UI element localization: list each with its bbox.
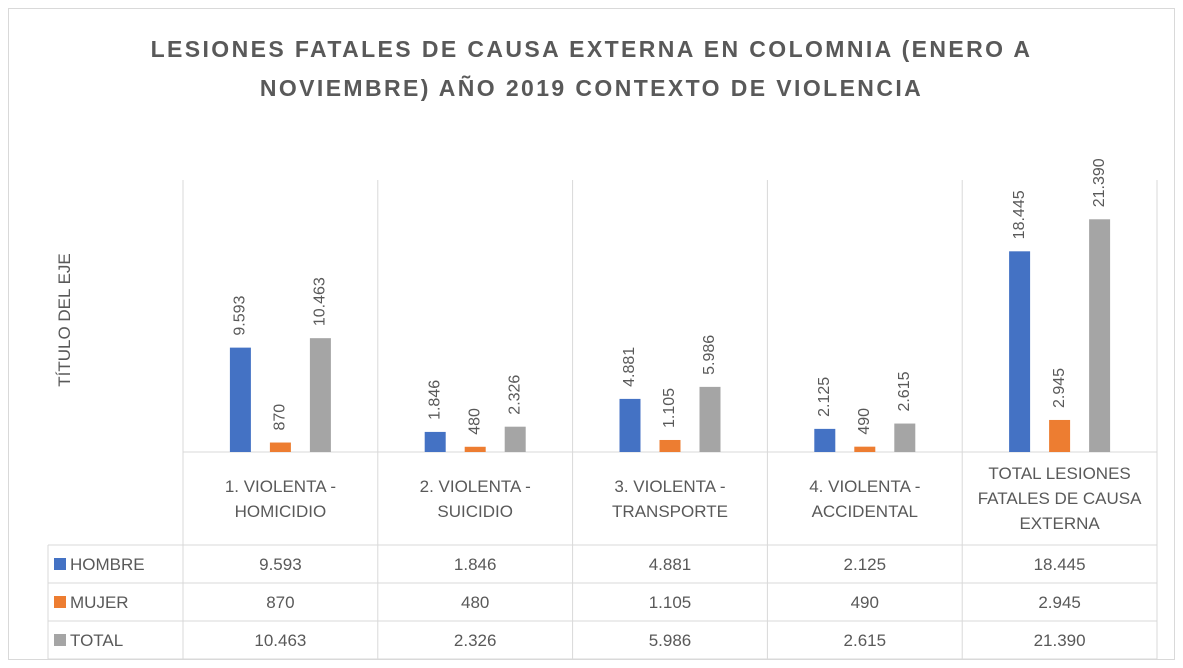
legend-label: MUJER <box>70 592 129 612</box>
bar <box>1009 251 1031 452</box>
table-cell: 1.846 <box>453 554 497 574</box>
table-cell: 490 <box>850 592 879 612</box>
table-cell: 18.445 <box>1033 554 1086 574</box>
bar <box>229 347 251 452</box>
data-label: 1.105 <box>661 388 678 428</box>
bar <box>504 426 526 452</box>
data-label: 5.986 <box>701 335 718 375</box>
category-label: 1. VIOLENTA - HOMICIDIO <box>224 476 336 521</box>
category-label: 2. VIOLENTA - SUICIDIO <box>419 476 531 521</box>
legend-label: HOMBRE <box>70 554 145 574</box>
data-label: 2.945 <box>1051 368 1068 408</box>
legend-key <box>54 596 66 608</box>
table-cell: 2.945 <box>1038 592 1081 612</box>
data-label: 490 <box>856 408 873 435</box>
bar <box>619 398 641 452</box>
y-axis-label: TÍTULO DEL EJE <box>55 253 74 387</box>
table-cell: 1.105 <box>648 592 692 612</box>
bar <box>309 338 331 452</box>
chart-title: LESIONES FATALES DE CAUSA EXTERNA EN COL… <box>150 36 1033 101</box>
data-label: 480 <box>466 408 483 435</box>
legend-label: TOTAL <box>70 630 124 650</box>
bar <box>894 423 916 452</box>
table-cell: 870 <box>266 592 295 612</box>
bar <box>699 386 721 452</box>
bar <box>854 446 876 452</box>
table-cell: 9.593 <box>259 554 302 574</box>
data-label: 10.463 <box>312 277 329 326</box>
data-label: 4.881 <box>621 347 638 387</box>
bar <box>464 446 486 452</box>
data-label: 21.390 <box>1091 158 1108 207</box>
data-label: 2.125 <box>816 377 833 417</box>
data-label: 2.326 <box>506 375 523 415</box>
legend-key <box>54 634 66 646</box>
category-label: 3. VIOLENTA - TRANSPORTE <box>612 476 728 521</box>
table-cell: 2.615 <box>843 630 887 650</box>
table-cell: 2.125 <box>843 554 887 574</box>
bar <box>814 428 836 452</box>
bar <box>424 431 446 452</box>
table-cell: 480 <box>461 592 490 612</box>
bar <box>1049 419 1071 452</box>
category-label: 4. VIOLENTA - ACCIDENTAL <box>809 476 921 521</box>
bar <box>659 439 681 452</box>
table-cell: 21.390 <box>1033 630 1086 650</box>
table-cell: 2.326 <box>453 630 497 650</box>
data-label: 870 <box>272 404 289 431</box>
bar <box>1089 219 1111 452</box>
legend-key <box>54 558 66 570</box>
data-label: 1.846 <box>426 380 443 420</box>
table-cell: 5.986 <box>648 630 692 650</box>
data-label: 9.593 <box>232 295 249 335</box>
table-cell: 4.881 <box>648 554 692 574</box>
table-cell: 10.463 <box>254 630 307 650</box>
bar <box>269 442 291 452</box>
data-label: 18.445 <box>1011 190 1028 239</box>
category-label: TOTAL LESIONES FATALES DE CAUSA EXTERNA <box>977 464 1142 533</box>
data-label: 2.615 <box>896 371 913 411</box>
